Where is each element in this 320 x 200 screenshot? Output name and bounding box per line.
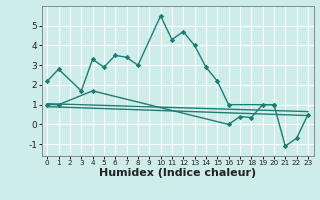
X-axis label: Humidex (Indice chaleur): Humidex (Indice chaleur) (99, 168, 256, 178)
